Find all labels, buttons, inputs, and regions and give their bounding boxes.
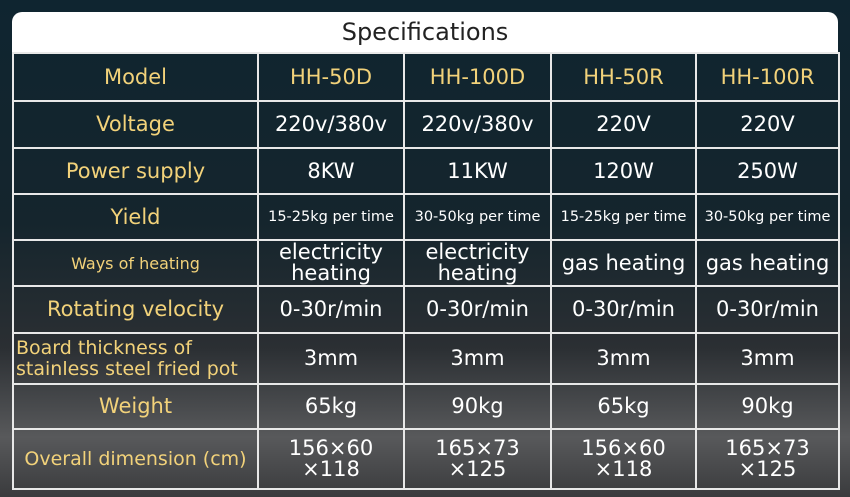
row-label: Voltage: [12, 100, 259, 149]
row-label: Rotating velocity: [12, 285, 259, 334]
row-label: Board thickness of stainless steel fried…: [12, 332, 259, 385]
cell: 156×60 ×118: [550, 428, 697, 490]
table-row: Power supply 8KW 11KW 120W 250W: [12, 147, 840, 195]
cell: 3mm: [403, 332, 552, 385]
row-label: Power supply: [12, 147, 259, 195]
row-label: Overall dimension (cm): [12, 428, 259, 490]
table-row: Voltage 220v/380v 220v/380v 220V 220V: [12, 100, 840, 149]
cell: 156×60 ×118: [257, 428, 405, 490]
table-row: Board thickness of stainless steel fried…: [12, 332, 840, 385]
cell: 8KW: [257, 147, 405, 195]
table-row: Rotating velocity 0-30r/min 0-30r/min 0-30r…: [12, 285, 840, 334]
cell: 0-30r/min: [403, 285, 552, 334]
cell: 11KW: [403, 147, 552, 195]
cell: 250W: [695, 147, 840, 195]
spec-sheet: Specifications Model HH-50D HH-100D HH-50R H…: [12, 12, 840, 490]
cell: HH-50R: [550, 52, 697, 102]
cell: electricity heating: [403, 239, 552, 287]
row-label: Yield: [12, 193, 259, 241]
table-row: Ways of heating electricity heating electr…: [12, 239, 840, 287]
cell: electricity heating: [257, 239, 405, 287]
cell: 165×73 ×125: [403, 428, 552, 490]
spec-table: Model HH-50D HH-100D HH-50R HH-100R Voltage 22…: [12, 52, 840, 490]
cell: 0-30r/min: [695, 285, 840, 334]
cell: 0-30r/min: [550, 285, 697, 334]
cell: 220V: [695, 100, 840, 149]
cell: 3mm: [550, 332, 697, 385]
cell: 65kg: [257, 383, 405, 430]
cell: 3mm: [257, 332, 405, 385]
cell: 30-50kg per time: [695, 193, 840, 241]
cell: 120W: [550, 147, 697, 195]
table-row: Yield 15-25kg per time 30-50kg per time 15-…: [12, 193, 840, 241]
cell: 15-25kg per time: [550, 193, 697, 241]
cell: 15-25kg per time: [257, 193, 405, 241]
row-label: Ways of heating: [12, 239, 259, 287]
cell: 165×73 ×125: [695, 428, 840, 490]
cell: 220v/380v: [257, 100, 405, 149]
cell: 90kg: [695, 383, 840, 430]
cell: HH-100D: [403, 52, 552, 102]
cell: gas heating: [695, 239, 840, 287]
table-row: Model HH-50D HH-100D HH-50R HH-100R: [12, 52, 840, 102]
cell: 65kg: [550, 383, 697, 430]
cell: 3mm: [695, 332, 840, 385]
cell: 0-30r/min: [257, 285, 405, 334]
cell: 220V: [550, 100, 697, 149]
row-label: Weight: [12, 383, 259, 430]
title: Specifications: [12, 12, 838, 52]
cell: 90kg: [403, 383, 552, 430]
row-label: Model: [12, 52, 259, 102]
cell: gas heating: [550, 239, 697, 287]
table-row: Weight 65kg 90kg 65kg 90kg: [12, 383, 840, 430]
cell: HH-50D: [257, 52, 405, 102]
cell: 30-50kg per time: [403, 193, 552, 241]
table-row: Overall dimension (cm) 156×60 ×118 165×73 …: [12, 428, 840, 490]
cell: HH-100R: [695, 52, 840, 102]
cell: 220v/380v: [403, 100, 552, 149]
